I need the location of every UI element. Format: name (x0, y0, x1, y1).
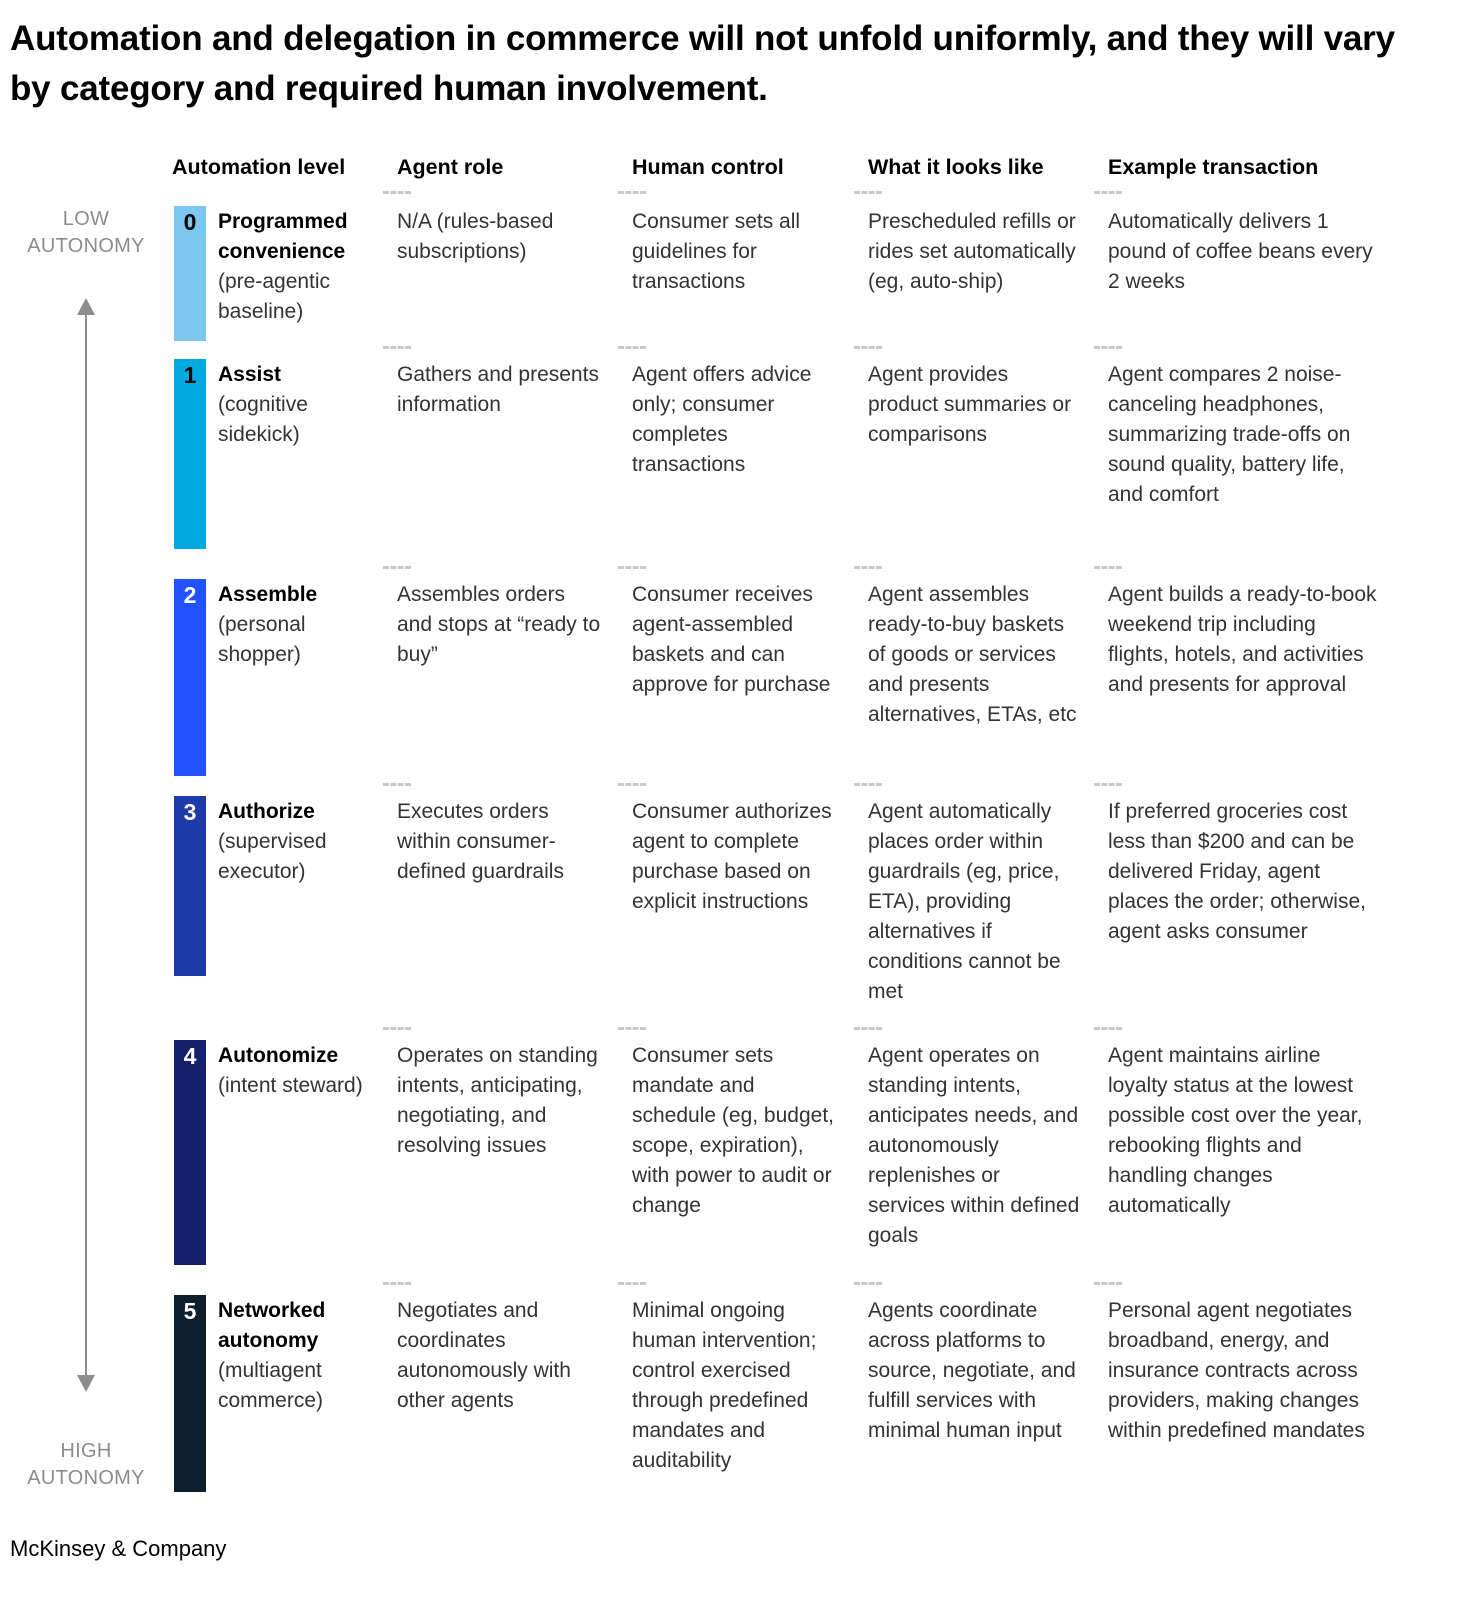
page-title: Automation and delegation in commerce wi… (10, 19, 1395, 108)
table-row-level-1: 1 Assist (cognitive sidekick) Gathers an… (0, 346, 1474, 549)
level-name: Assemble (218, 583, 318, 606)
level-subtitle: (pre-agentic baseline) (218, 270, 331, 323)
level-number: 1 (183, 362, 197, 388)
level-name-cell: Autonomize (intent steward) (218, 1040, 397, 1265)
agent-role-cell: Assembles orders and stops at “ready to … (383, 566, 632, 776)
level-color-bar: 2 (174, 579, 206, 776)
agent-role-cell: Gathers and presents information (383, 346, 632, 549)
example-transaction-cell: Agent builds a ready-to-book weekend tri… (1094, 566, 1474, 776)
what-it-looks-like-cell: Agents coordinate across platforms to so… (854, 1282, 1108, 1492)
what-it-looks-like-cell: Agent automatically places order within … (854, 783, 1108, 1007)
column-header-agent-role: Agent role (383, 152, 632, 194)
level-color-bar: 3 (174, 796, 206, 976)
level-subtitle: (personal shopper) (218, 613, 306, 666)
human-control-cell: Consumer authorizes agent to complete pu… (618, 783, 868, 1007)
column-header-example-transaction: Example transaction (1094, 152, 1474, 194)
table-row-level-0: 0 Programmed convenience (pre-agentic ba… (0, 206, 1474, 341)
table-row-level-5: 5 Networked autonomy (multiagent commerc… (0, 1282, 1474, 1492)
level-name: Networked autonomy (218, 1299, 326, 1352)
level-number: 5 (183, 1298, 197, 1324)
automation-levels-table: Automation level Agent role Human contro… (0, 152, 1474, 1492)
human-control-cell: Consumer sets all guidelines for transac… (632, 210, 801, 293)
column-header-what-it-looks-like: What it looks like (854, 152, 1108, 194)
agent-role-cell: Executes orders within consumer-defined … (383, 783, 632, 1007)
level-name-cell: Networked autonomy (multiagent commerce) (218, 1295, 397, 1492)
level-number: 2 (183, 582, 197, 608)
agent-role-cell: N/A (rules-based subscriptions) (397, 210, 554, 263)
level-name: Programmed convenience (218, 210, 348, 263)
column-header-human-control: Human control (618, 152, 868, 194)
level-name-cell: Assist (cognitive sidekick) (218, 359, 397, 549)
example-transaction-cell: Agent compares 2 noise-canceling headpho… (1094, 346, 1474, 549)
level-number: 0 (183, 209, 197, 235)
agent-role-cell: Negotiates and coordinates autonomously … (383, 1282, 632, 1492)
human-control-cell: Consumer receives agent-assembled basket… (618, 566, 868, 776)
what-it-looks-like-cell: Agent assembles ready-to-buy baskets of … (854, 566, 1108, 776)
level-name-cell: Authorize (supervised executor) (218, 796, 397, 1007)
table-row-level-4: 4 Autonomize (intent steward) Operates o… (0, 1027, 1474, 1265)
level-color-bar: 0 (174, 206, 206, 341)
table-body: LOW AUTONOMY HIGH AUTONOMY 0 Programmed … (0, 206, 1474, 1492)
level-color-bar: 1 (174, 359, 206, 549)
level-name: Assist (218, 363, 282, 386)
level-subtitle: (intent steward) (218, 1074, 363, 1097)
example-transaction-cell: Automatically delivers 1 pound of coffee… (1108, 210, 1373, 293)
level-subtitle: (supervised executor) (218, 830, 327, 883)
level-subtitle: (multiagent commerce) (218, 1359, 324, 1412)
human-control-cell: Consumer sets mandate and schedule (eg, … (618, 1027, 868, 1265)
example-transaction-cell: Personal agent negotiates broadband, ene… (1094, 1282, 1474, 1492)
level-name: Authorize (218, 800, 315, 823)
column-header-automation-level: Automation level (172, 155, 346, 179)
level-color-bar: 4 (174, 1040, 206, 1265)
level-name-cell: Programmed convenience (pre-agentic base… (218, 206, 397, 341)
level-name: Autonomize (218, 1044, 339, 1067)
example-transaction-cell: Agent maintains airline loyalty status a… (1094, 1027, 1474, 1265)
mckinsey-brand-signature: McKinsey & Company (10, 1536, 227, 1561)
what-it-looks-like-cell: Prescheduled refills or rides set automa… (868, 210, 1076, 293)
human-control-cell: Minimal ongoing human intervention; cont… (618, 1282, 868, 1492)
what-it-looks-like-cell: Agent operates on standing intents, anti… (854, 1027, 1108, 1265)
table-header-row: Automation level Agent role Human contro… (0, 152, 1474, 194)
example-transaction-cell: If preferred groceries cost less than $2… (1094, 783, 1474, 1007)
level-number: 4 (183, 1043, 197, 1069)
what-it-looks-like-cell: Agent provides product summaries or comp… (854, 346, 1108, 549)
level-subtitle: (cognitive sidekick) (218, 393, 308, 446)
level-color-bar: 5 (174, 1295, 206, 1492)
table-row-level-3: 3 Authorize (supervised executor) Execut… (0, 783, 1474, 1007)
human-control-cell: Agent offers advice only; consumer compl… (618, 346, 868, 549)
table-row-level-2: 2 Assemble (personal shopper) Assembles … (0, 566, 1474, 776)
level-name-cell: Assemble (personal shopper) (218, 579, 397, 776)
agent-role-cell: Operates on standing intents, anticipati… (383, 1027, 632, 1265)
level-number: 3 (183, 799, 197, 825)
